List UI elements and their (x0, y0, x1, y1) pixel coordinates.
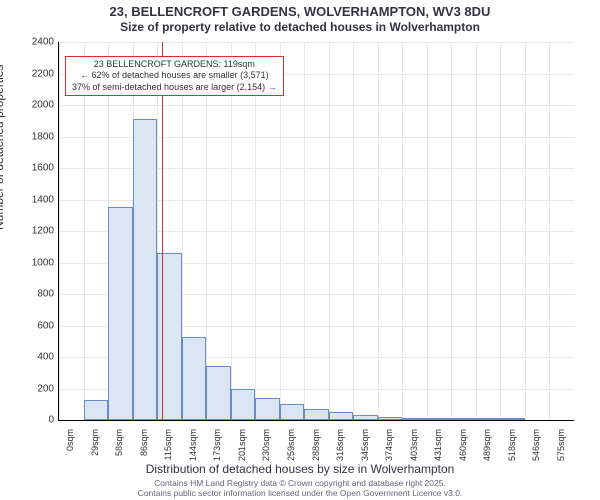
histogram-bar (182, 337, 207, 420)
reference-line (162, 42, 163, 420)
histogram-bar (476, 418, 501, 420)
histogram-bar (108, 207, 133, 420)
y-tick: 2200 (14, 68, 54, 79)
y-tick: 1600 (14, 163, 54, 174)
y-tick: 600 (14, 320, 54, 331)
histogram-bar (353, 415, 378, 420)
histogram-bar (427, 418, 452, 420)
histogram-bar (84, 400, 109, 420)
histogram-bar (231, 389, 256, 421)
y-tick: 1200 (14, 226, 54, 237)
y-tick: 2000 (14, 100, 54, 111)
y-tick: 400 (14, 352, 54, 363)
y-tick: 2400 (14, 37, 54, 48)
histogram-bar (500, 418, 525, 420)
chart-title-line1: 23, BELLENCROFT GARDENS, WOLVERHAMPTON, … (0, 4, 600, 19)
histogram-bar (378, 417, 403, 420)
credits-line1: Contains HM Land Registry data © Crown c… (0, 478, 600, 488)
y-axis-label: Number of detached properties (0, 65, 6, 230)
y-tick: 800 (14, 289, 54, 300)
histogram-bar (329, 412, 354, 420)
histogram-bar (255, 398, 280, 420)
histogram-bar (280, 404, 305, 420)
histogram-bar (304, 409, 329, 420)
annotation-line2: ← 62% of detached houses are smaller (3,… (72, 70, 277, 81)
x-axis-label: Distribution of detached houses by size … (0, 462, 600, 476)
annotation-box: 23 BELLENCROFT GARDENS: 119sqm← 62% of d… (65, 56, 284, 96)
y-tick: 0 (14, 415, 54, 426)
histogram-bar (402, 418, 427, 420)
y-tick: 1800 (14, 131, 54, 142)
plot-area: 23 BELLENCROFT GARDENS: 119sqm← 62% of d… (58, 42, 574, 421)
histogram-bar (133, 119, 158, 420)
histogram-bar (206, 366, 231, 420)
histogram-bar (451, 418, 476, 420)
credits: Contains HM Land Registry data © Crown c… (0, 478, 600, 498)
histogram-bar (157, 253, 182, 420)
y-tick: 200 (14, 383, 54, 394)
y-tick: 1400 (14, 194, 54, 205)
chart-title-line2: Size of property relative to detached ho… (0, 20, 600, 34)
annotation-line3: 37% of semi-detached houses are larger (… (72, 82, 277, 93)
y-tick: 1000 (14, 257, 54, 268)
annotation-line1: 23 BELLENCROFT GARDENS: 119sqm (72, 59, 277, 70)
credits-line2: Contains public sector information licen… (0, 488, 600, 498)
